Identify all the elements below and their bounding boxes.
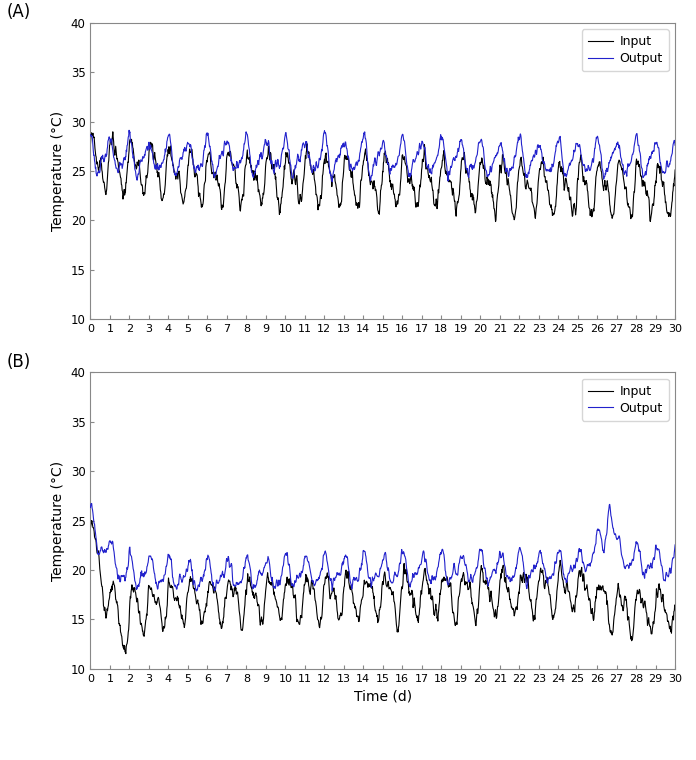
Input	[282, 150, 290, 159]
Input	[216, 195, 225, 204]
Output	[125, 125, 133, 135]
Output	[602, 530, 610, 540]
Input	[671, 605, 679, 614]
Input	[283, 575, 291, 584]
Input	[86, 523, 95, 532]
Input	[203, 594, 212, 603]
Input	[551, 608, 559, 617]
Y-axis label: Temperature (°C): Temperature (°C)	[52, 111, 65, 231]
Y-axis label: Temperature (°C): Temperature (°C)	[52, 461, 65, 581]
Legend: Input, Output: Input, Output	[582, 29, 669, 71]
Input	[671, 166, 679, 175]
Output	[87, 499, 95, 508]
Output	[283, 549, 291, 558]
Output	[282, 131, 290, 141]
Output	[86, 130, 95, 139]
Output	[86, 503, 95, 512]
Output	[551, 150, 559, 160]
Line: Output: Output	[90, 503, 675, 591]
X-axis label: Time (d): Time (d)	[354, 689, 412, 703]
Input	[217, 624, 226, 633]
Output	[671, 540, 679, 549]
Output	[671, 141, 679, 150]
Line: Input: Input	[90, 521, 675, 654]
Input	[474, 600, 482, 610]
Legend: Input, Output: Input, Output	[582, 378, 669, 421]
Input	[88, 516, 96, 525]
Output	[328, 177, 336, 186]
Input	[602, 183, 610, 192]
Output	[474, 138, 482, 147]
Input	[203, 156, 211, 165]
Input	[491, 217, 500, 226]
Text: (B): (B)	[7, 353, 31, 371]
Output	[551, 557, 559, 566]
Output	[203, 555, 212, 564]
Output	[192, 587, 200, 596]
Input	[602, 591, 610, 600]
Input	[86, 139, 95, 148]
Output	[216, 150, 225, 160]
Output	[602, 166, 610, 176]
Output	[203, 128, 211, 138]
Line: Input: Input	[90, 131, 675, 222]
Output	[474, 555, 482, 564]
Output	[217, 572, 226, 581]
Input	[109, 127, 117, 136]
Input	[474, 182, 482, 191]
Input	[122, 649, 130, 658]
Input	[551, 206, 559, 215]
Text: (A): (A)	[7, 3, 31, 21]
Line: Output: Output	[90, 130, 675, 182]
